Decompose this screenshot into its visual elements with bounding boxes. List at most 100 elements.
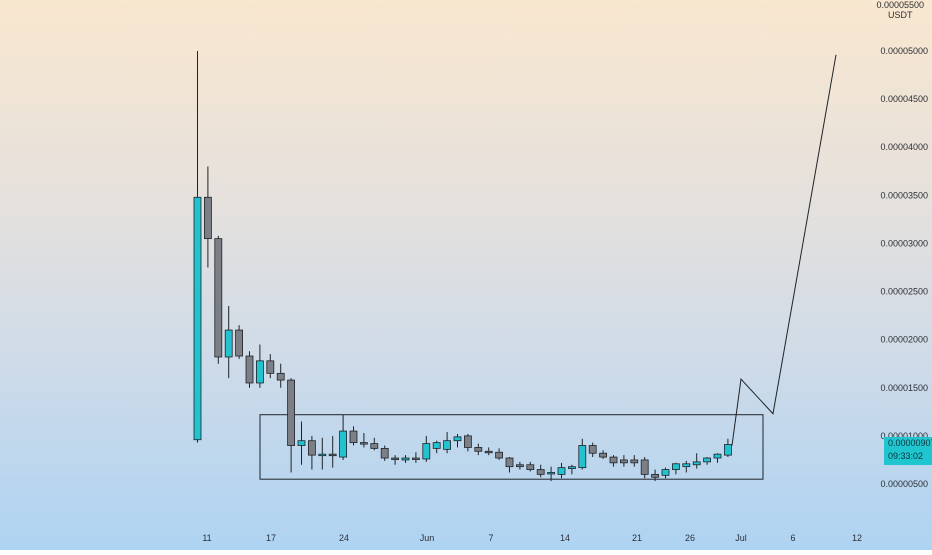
candle[interactable] xyxy=(724,438,732,458)
candle[interactable] xyxy=(495,448,504,460)
candle-body xyxy=(713,453,722,459)
candle-body xyxy=(349,430,358,444)
candle-body xyxy=(266,360,275,374)
candle[interactable] xyxy=(339,414,348,460)
candle[interactable] xyxy=(380,445,389,461)
y-axis-tick-label: 0.00000500 xyxy=(880,479,928,489)
candle-body xyxy=(307,440,316,456)
candle-body xyxy=(474,447,483,452)
candle-body xyxy=(245,355,254,384)
candle[interactable] xyxy=(526,461,535,472)
x-axis-tick-label: 26 xyxy=(685,533,695,543)
candle-body xyxy=(370,443,379,449)
candle-body xyxy=(578,445,587,469)
candle[interactable] xyxy=(370,437,379,451)
y-axis-tick-label: 0.00003000 xyxy=(880,238,928,248)
candle[interactable] xyxy=(516,461,524,470)
y-axis-top-label: 0.00005500 xyxy=(876,0,924,10)
y-axis-unit: USDT xyxy=(887,10,913,20)
candle[interactable] xyxy=(474,443,483,456)
candle-body xyxy=(526,464,535,470)
candle[interactable] xyxy=(318,437,327,470)
candle[interactable] xyxy=(692,453,701,469)
candle-body xyxy=(432,442,441,449)
candle-body xyxy=(547,472,555,475)
x-axis-tick-label: Jun xyxy=(420,533,435,543)
candle[interactable] xyxy=(484,447,493,456)
x-axis-tick-label: 24 xyxy=(339,533,349,543)
candle[interactable] xyxy=(359,433,368,448)
x-axis-tick-label: Jul xyxy=(735,533,747,543)
candle[interactable] xyxy=(203,166,212,268)
x-axis-tick-label: 17 xyxy=(266,533,276,543)
candle[interactable] xyxy=(568,464,576,475)
candle[interactable] xyxy=(536,464,545,478)
candle-body xyxy=(287,379,296,446)
candle-body xyxy=(411,457,420,460)
candle[interactable] xyxy=(224,305,233,379)
candle-body xyxy=(661,469,670,476)
candle[interactable] xyxy=(578,438,587,470)
candle[interactable] xyxy=(620,455,628,467)
candle[interactable] xyxy=(432,440,441,454)
candle[interactable] xyxy=(609,455,618,467)
candle[interactable] xyxy=(703,457,711,465)
candle[interactable] xyxy=(588,442,597,458)
candle[interactable] xyxy=(235,325,244,359)
candle[interactable] xyxy=(255,344,264,388)
x-axis-tick-label: 7 xyxy=(488,533,493,543)
candle-body xyxy=(359,442,368,445)
x-axis-tick-label: 6 xyxy=(790,533,795,543)
candle[interactable] xyxy=(391,455,400,465)
projection-path-line xyxy=(731,54,837,446)
x-axis-tick-label: 14 xyxy=(560,533,570,543)
candle[interactable] xyxy=(557,462,566,479)
candle[interactable] xyxy=(245,351,254,388)
candle-body xyxy=(328,453,337,457)
candle[interactable] xyxy=(651,469,659,482)
candle[interactable] xyxy=(463,433,472,452)
candle[interactable] xyxy=(453,433,462,448)
candle-body xyxy=(235,329,244,357)
candle[interactable] xyxy=(599,450,607,459)
candle[interactable] xyxy=(505,457,514,473)
candle[interactable] xyxy=(401,455,410,463)
candle-body xyxy=(599,452,607,458)
y-axis-unit-box: 0.00005500 USDT xyxy=(876,0,924,20)
candle-body xyxy=(692,461,701,466)
candle[interactable] xyxy=(193,51,202,443)
candle[interactable] xyxy=(682,460,691,473)
candle-body xyxy=(557,467,566,475)
candle-body xyxy=(536,469,545,475)
candle-body xyxy=(568,466,576,470)
candle[interactable] xyxy=(630,455,639,467)
y-axis-tick-label: 0.00004000 xyxy=(880,142,928,152)
candle[interactable] xyxy=(287,378,296,473)
candle[interactable] xyxy=(307,435,316,470)
candle-body xyxy=(630,459,639,464)
x-axis-tick-label: 21 xyxy=(632,533,642,543)
y-axis-tick-label: 0.00004500 xyxy=(880,94,928,104)
candle-body xyxy=(588,445,597,454)
y-axis-tick-label: 0.00003500 xyxy=(880,190,928,200)
candle[interactable] xyxy=(214,235,223,364)
candle[interactable] xyxy=(422,435,431,462)
candle[interactable] xyxy=(672,462,680,475)
candle[interactable] xyxy=(328,435,337,468)
y-axis-tick-label: 0.00001500 xyxy=(880,383,928,393)
candle[interactable] xyxy=(661,467,670,479)
candle[interactable] xyxy=(297,421,306,465)
candle[interactable] xyxy=(640,457,649,479)
candle[interactable] xyxy=(547,466,555,482)
y-axis-tick-label: 0.00005000 xyxy=(880,46,928,56)
candle[interactable] xyxy=(713,453,722,463)
candle-body xyxy=(339,430,348,458)
candle[interactable] xyxy=(276,363,285,388)
candle-body xyxy=(255,360,264,384)
candle[interactable] xyxy=(266,354,275,379)
candle[interactable] xyxy=(349,426,358,446)
candle[interactable] xyxy=(411,452,420,463)
candle[interactable] xyxy=(443,432,452,454)
